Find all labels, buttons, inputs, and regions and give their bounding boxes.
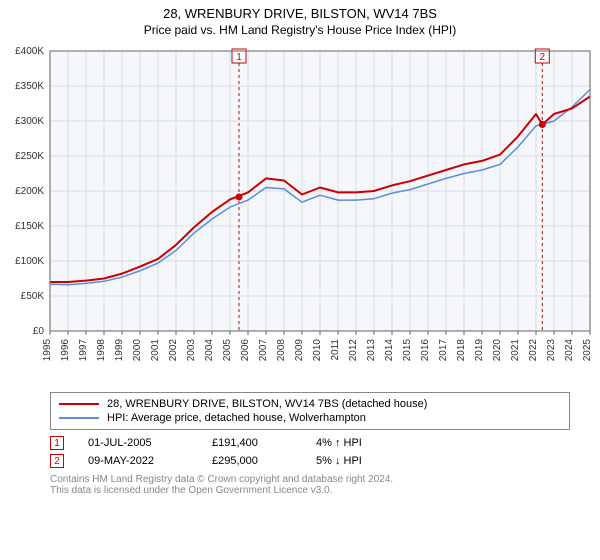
svg-text:2006: 2006 xyxy=(240,339,251,362)
svg-text:£100K: £100K xyxy=(15,256,44,267)
svg-text:2018: 2018 xyxy=(456,339,467,362)
sale-row: 1 01-JUL-2005 £191,400 4% ↑ HPI xyxy=(50,434,570,452)
svg-text:2000: 2000 xyxy=(132,339,143,362)
svg-text:2011: 2011 xyxy=(330,339,341,361)
svg-text:2025: 2025 xyxy=(582,339,593,362)
legend-swatch xyxy=(59,403,99,405)
svg-text:2007: 2007 xyxy=(258,339,269,362)
svg-text:1: 1 xyxy=(236,52,242,63)
chart-area: £0 £50K £100K £150K £200K £250K £300K £350K £400… xyxy=(0,41,600,386)
svg-text:2015: 2015 xyxy=(402,339,413,362)
svg-text:£150K: £150K xyxy=(15,221,44,232)
svg-text:2016: 2016 xyxy=(420,339,431,362)
legend-item: HPI: Average price, detached house, Wolv… xyxy=(59,411,561,425)
sale-date: 09-MAY-2022 xyxy=(88,455,188,467)
chart-container: 28, WRENBURY DRIVE, BILSTON, WV14 7BS Pr… xyxy=(0,0,600,560)
svg-text:£200K: £200K xyxy=(15,186,44,197)
sale-price: £191,400 xyxy=(212,437,292,449)
sales-table: 1 01-JUL-2005 £191,400 4% ↑ HPI 2 09-MAY-2022… xyxy=(50,434,570,470)
svg-text:2024: 2024 xyxy=(564,339,575,362)
svg-text:2023: 2023 xyxy=(546,339,557,362)
svg-text:2013: 2013 xyxy=(366,339,377,362)
svg-text:2020: 2020 xyxy=(492,339,503,362)
svg-text:2001: 2001 xyxy=(150,339,161,362)
svg-text:1997: 1997 xyxy=(78,339,89,362)
svg-text:2012: 2012 xyxy=(348,339,359,362)
sale-hpi-delta: 5% ↓ HPI xyxy=(316,455,362,467)
svg-text:2022: 2022 xyxy=(528,339,539,362)
svg-text:1995: 1995 xyxy=(42,339,53,362)
sale-date: 01-JUL-2005 xyxy=(88,437,188,449)
svg-text:2008: 2008 xyxy=(276,339,287,362)
svg-text:£300K: £300K xyxy=(15,116,44,127)
footer-line-2: This data is licensed under the Open Gov… xyxy=(50,485,570,496)
svg-text:£0: £0 xyxy=(33,326,45,337)
legend: 28, WRENBURY DRIVE, BILSTON, WV14 7BS (d… xyxy=(50,392,570,430)
sale-row: 2 09-MAY-2022 £295,000 5% ↓ HPI xyxy=(50,452,570,470)
sale-hpi-delta: 4% ↑ HPI xyxy=(316,437,362,449)
svg-text:1999: 1999 xyxy=(114,339,125,362)
svg-text:2003: 2003 xyxy=(186,339,197,362)
page-title: 28, WRENBURY DRIVE, BILSTON, WV14 7BS xyxy=(0,0,600,21)
svg-text:2021: 2021 xyxy=(510,339,521,362)
legend-swatch xyxy=(59,417,99,419)
svg-text:2: 2 xyxy=(540,52,546,63)
svg-text:1996: 1996 xyxy=(60,339,71,362)
footer-attribution: Contains HM Land Registry data © Crown c… xyxy=(50,474,570,496)
svg-text:2005: 2005 xyxy=(222,339,233,362)
svg-text:2017: 2017 xyxy=(438,339,449,362)
svg-text:£250K: £250K xyxy=(15,151,44,162)
sale-marker-icon: 1 xyxy=(50,436,64,450)
svg-text:2004: 2004 xyxy=(204,339,215,362)
footer-line-1: Contains HM Land Registry data © Crown c… xyxy=(50,474,570,485)
svg-text:2010: 2010 xyxy=(312,339,323,362)
page-subtitle: Price paid vs. HM Land Registry's House … xyxy=(0,21,600,41)
svg-text:2019: 2019 xyxy=(474,339,485,362)
sale-marker-icon: 2 xyxy=(50,454,64,468)
svg-text:£350K: £350K xyxy=(15,81,44,92)
legend-item: 28, WRENBURY DRIVE, BILSTON, WV14 7BS (d… xyxy=(59,397,561,411)
sale-price: £295,000 xyxy=(212,455,292,467)
legend-label: 28, WRENBURY DRIVE, BILSTON, WV14 7BS (d… xyxy=(107,398,427,410)
svg-text:£400K: £400K xyxy=(15,46,44,57)
svg-text:£50K: £50K xyxy=(21,291,45,302)
svg-text:2014: 2014 xyxy=(384,339,395,362)
line-chart: £0 £50K £100K £150K £200K £250K £300K £350K £400… xyxy=(0,41,600,381)
legend-label: HPI: Average price, detached house, Wolv… xyxy=(107,412,366,424)
svg-text:2002: 2002 xyxy=(168,339,179,362)
svg-text:1998: 1998 xyxy=(96,339,107,362)
svg-text:2009: 2009 xyxy=(294,339,305,362)
